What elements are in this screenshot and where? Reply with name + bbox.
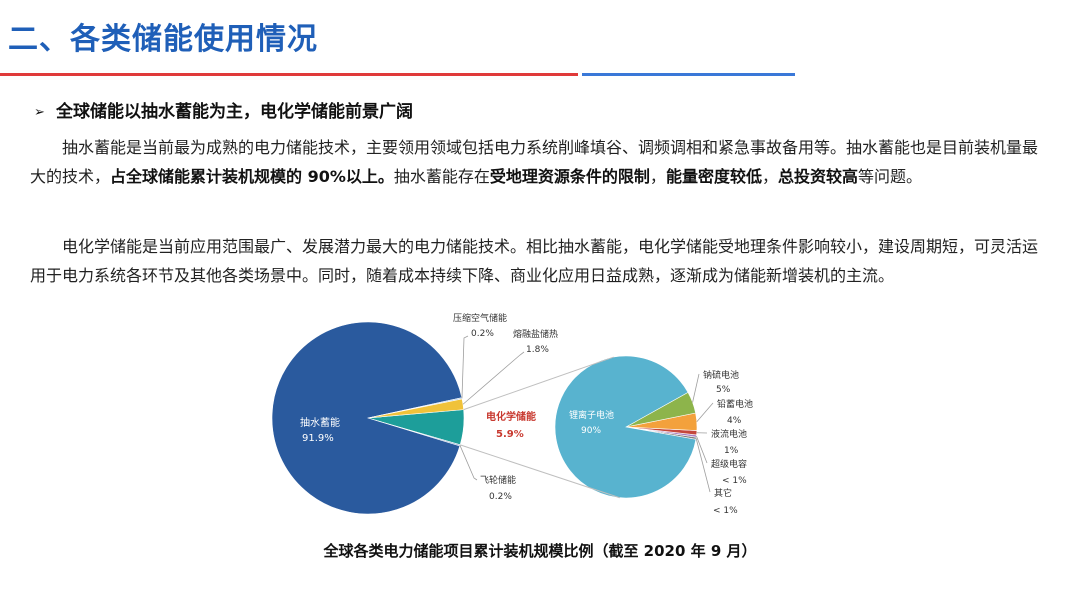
emphasis-text: 占全球储能累计装机规模的 90%以上。	[110, 166, 394, 186]
section-heading: ➢ 全球储能以抽水蓄能为主，电化学储能前景广阔	[34, 97, 413, 122]
section-heading-text: 全球储能以抽水蓄能为主，电化学储能前景广阔	[56, 102, 413, 122]
leader-line	[459, 445, 478, 481]
paragraph-pumped-hydro: 抽水蓄能是当前最为成熟的电力储能技术，主要领用领域包括电力系统削峰填谷、调频调相…	[30, 134, 1040, 191]
slice-label-name: 电化学储能	[486, 410, 536, 423]
slice-label-value: < 1%	[722, 476, 747, 486]
emphasis-text: 总投资较高	[777, 166, 858, 186]
slice-label-name: 熔融盐储热	[513, 328, 558, 340]
leader-line	[462, 351, 525, 405]
slice-label-value: 1.8%	[526, 345, 549, 355]
slice-label-value: 0.2%	[489, 492, 512, 502]
chart-caption: 全球各类电力储能项目累计装机规模比例（截至 2020 年 9 月）	[323, 542, 757, 560]
slice-label-name: 压缩空气储能	[453, 312, 507, 324]
slice-label-value: 91.9%	[302, 433, 334, 444]
paragraph-electrochemical: 电化学储能是当前应用范围最广、发展潜力最大的电力储能技术。相比抽水蓄能，电化学储…	[30, 233, 1040, 290]
emphasis-text: 能量密度较低	[665, 166, 762, 186]
slice-label-name: 液流电池	[711, 428, 747, 440]
arrow-bullet-icon: ➢	[34, 105, 45, 120]
body-text: 电化学储能是当前应用范围最广、发展潜力最大的电力储能技术。相比抽水蓄能，电化学储…	[30, 237, 1039, 285]
pie-slice-0	[271, 321, 463, 515]
leader-line	[692, 373, 700, 403]
body-text: 抽水蓄能是当前最为成熟的电力储能技术，主要领用领域包括电力系统削峰填谷、调频调相…	[30, 138, 1039, 186]
body-text: 等问题。	[857, 166, 922, 186]
slice-label-value: < 1%	[713, 506, 738, 516]
sub-pie-slice-0	[554, 355, 697, 499]
connector-line	[463, 356, 614, 411]
slice-label-value: 4%	[727, 416, 742, 426]
slice-label-name: 钠硫电池	[703, 369, 739, 381]
slice-label-name: 抽水蓄能	[300, 416, 340, 429]
slice-label-name: 超级电容	[711, 458, 747, 470]
body-text: ，	[761, 166, 778, 186]
slice-label-value: 1%	[724, 446, 739, 456]
connector-line	[460, 444, 620, 499]
body-text: ，	[649, 166, 666, 186]
storage-pie-charts: 抽水蓄能 91.9% 电化学储能 5.9% 压缩空气储能 0.2% 熔融盐储热 1.8% 飞轮储…	[271, 312, 753, 516]
slice-label-value: 5.9%	[496, 429, 524, 440]
slice-label-name: 飞轮储能	[480, 474, 516, 486]
emphasis-text: 受地理资源条件的限制	[489, 166, 650, 186]
slice-label-value: 90%	[581, 426, 601, 436]
body-text: 抽水蓄能存在	[393, 166, 490, 186]
title-underline-red	[0, 73, 578, 76]
slice-label-name: 锂离子电池	[569, 409, 614, 421]
slice-label-value: 0.2%	[471, 329, 494, 339]
slice-label-value: 5%	[716, 385, 731, 395]
slice-label-name: 其它	[714, 487, 732, 499]
leader-line	[695, 438, 711, 493]
leader-line	[461, 335, 469, 399]
title-underline-blue	[582, 73, 795, 76]
slice-label-name: 铅蓄电池	[717, 398, 753, 410]
page-title: 二、各类储能使用情况	[8, 22, 318, 57]
leader-line	[696, 402, 714, 422]
leader-line	[696, 435, 708, 464]
